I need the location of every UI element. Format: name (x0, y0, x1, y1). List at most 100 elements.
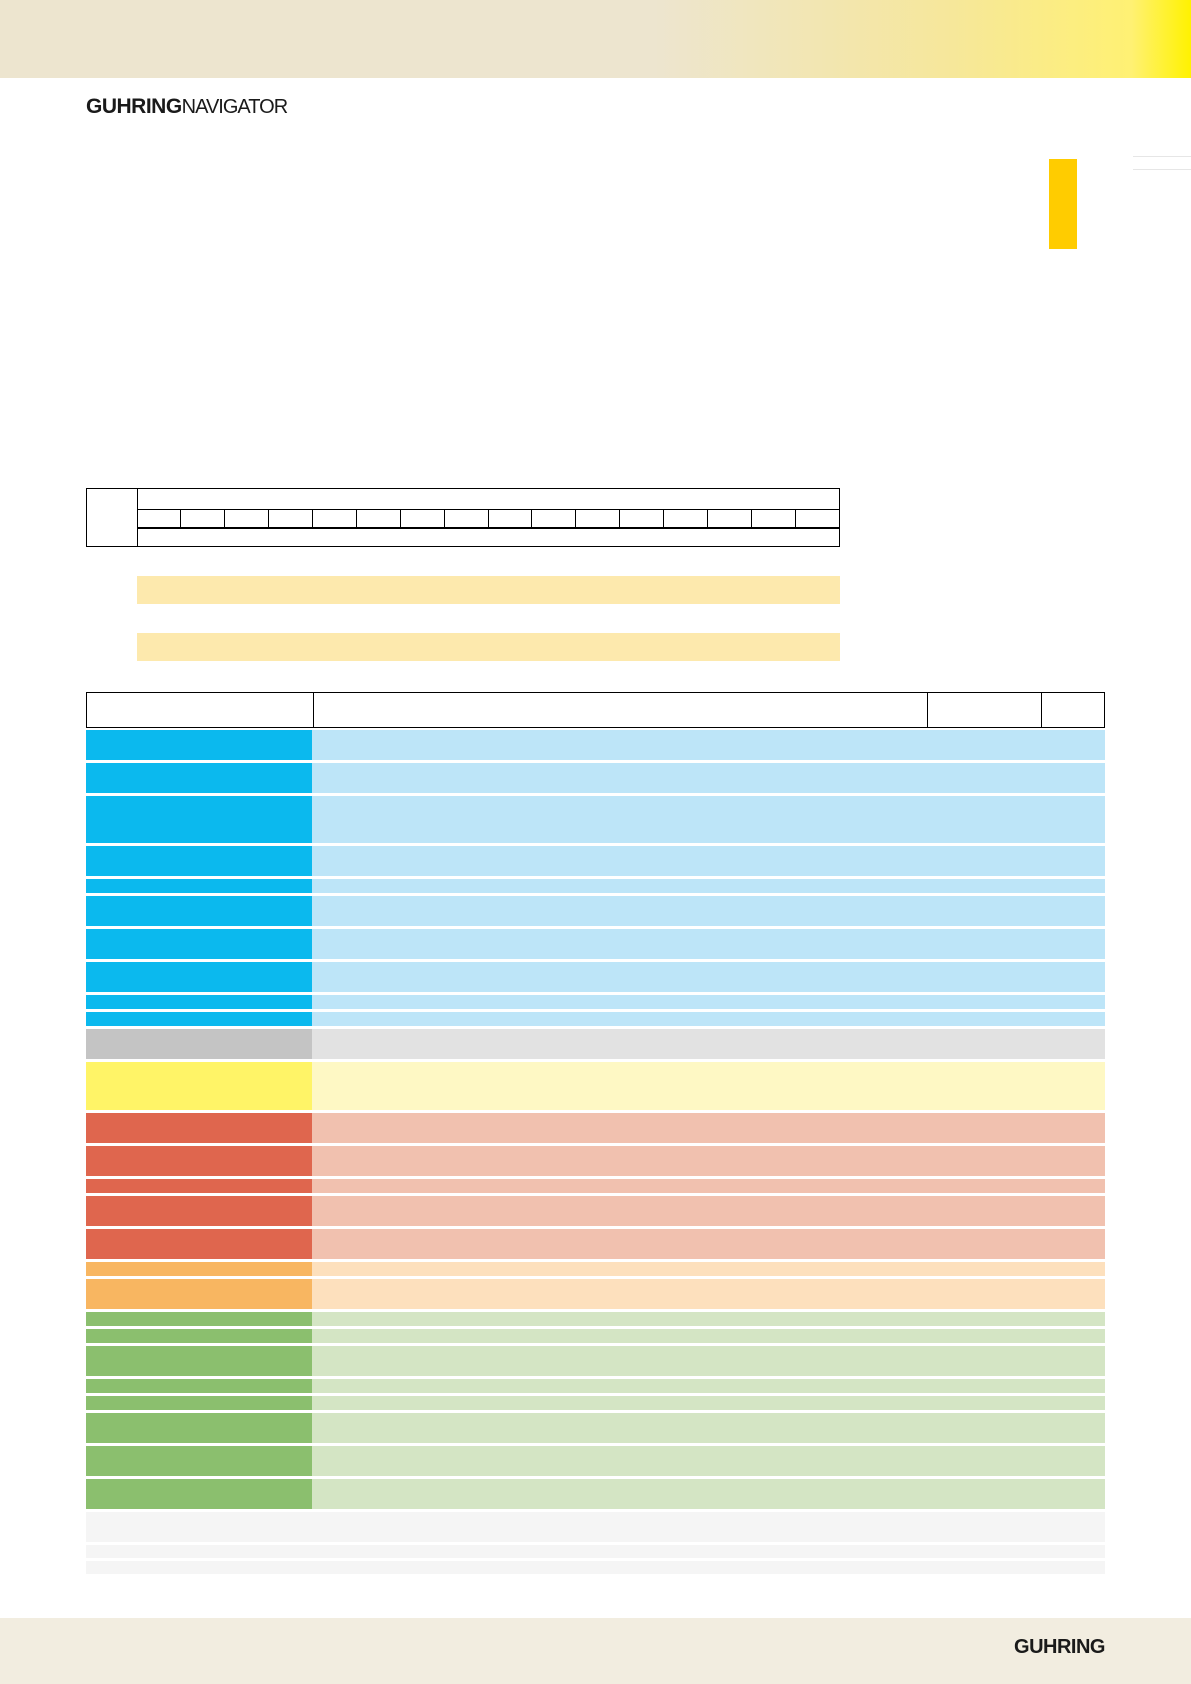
row-key (86, 1545, 312, 1558)
row-value (312, 846, 1105, 876)
row-value (312, 763, 1105, 793)
row-value (312, 995, 1105, 1009)
material-table (86, 730, 1105, 1577)
table-row (86, 1229, 1105, 1259)
table-row (86, 1113, 1105, 1143)
grid-title-row (137, 489, 839, 510)
row-key (86, 1146, 312, 1176)
row-value (312, 1329, 1105, 1343)
grid-cell (752, 509, 797, 527)
row-value (312, 1446, 1105, 1476)
table-row (86, 846, 1105, 876)
row-value (312, 1196, 1105, 1226)
header-cell-description (313, 693, 928, 727)
row-key (86, 730, 312, 760)
grid-cell (137, 509, 181, 527)
row-key (86, 796, 312, 843)
row-key (86, 846, 312, 876)
grid-cell (532, 509, 577, 527)
side-decoration (1133, 156, 1191, 184)
grid-column-row (137, 509, 839, 529)
table-row (86, 896, 1105, 926)
table-row (86, 995, 1105, 1009)
row-key (86, 1113, 312, 1143)
grid-footer-row (137, 529, 839, 546)
row-key (86, 1512, 312, 1542)
row-value (312, 1413, 1105, 1443)
row-key (86, 763, 312, 793)
grid-cell (445, 509, 489, 527)
table-row (86, 1179, 1105, 1193)
grid-cell (401, 509, 445, 527)
table-row (86, 962, 1105, 992)
row-value (312, 1479, 1105, 1509)
row-value (312, 962, 1105, 992)
table-row (86, 929, 1105, 959)
grid-label-cell (87, 489, 138, 546)
section-tab-marker (1049, 159, 1077, 249)
highlight-bar-2 (137, 633, 840, 661)
grid-cell (489, 509, 533, 527)
table-row (86, 879, 1105, 893)
row-value (312, 1012, 1105, 1026)
row-key (86, 929, 312, 959)
row-value (312, 1545, 1105, 1558)
row-value (312, 1512, 1105, 1542)
row-key (86, 995, 312, 1009)
table-row (86, 1146, 1105, 1176)
row-key (86, 1396, 312, 1410)
row-key (86, 1029, 312, 1059)
row-key (86, 1479, 312, 1509)
row-value (312, 1113, 1105, 1143)
table-row (86, 1279, 1105, 1309)
row-value (312, 1029, 1105, 1059)
row-value (312, 896, 1105, 926)
highlight-bar-1 (137, 576, 840, 604)
row-value (312, 1561, 1105, 1574)
grid-cell (225, 509, 269, 527)
row-value (312, 1179, 1105, 1193)
grid-cell (357, 509, 401, 527)
row-value (312, 1146, 1105, 1176)
table-row (86, 1512, 1105, 1542)
row-key (86, 1413, 312, 1443)
table-row (86, 1545, 1105, 1558)
grid-cell (796, 509, 839, 527)
row-key (86, 1179, 312, 1193)
row-key (86, 1012, 312, 1026)
row-key (86, 1229, 312, 1259)
grid-cell (576, 509, 621, 527)
header-cell-material (87, 693, 314, 727)
table-row (86, 1012, 1105, 1026)
row-value (312, 1279, 1105, 1309)
row-key (86, 1446, 312, 1476)
header-cell-code (927, 693, 1042, 727)
row-key (86, 1329, 312, 1343)
row-value (312, 879, 1105, 893)
row-value (312, 1312, 1105, 1326)
row-key (86, 1346, 312, 1376)
logo-brand: GUHRING (86, 95, 182, 118)
table-row (86, 1413, 1105, 1443)
row-key (86, 1196, 312, 1226)
row-value (312, 929, 1105, 959)
row-value (312, 1262, 1105, 1276)
row-value (312, 1229, 1105, 1259)
row-value (312, 730, 1105, 760)
grid-cell (313, 509, 357, 527)
table-row (86, 1346, 1105, 1376)
row-key (86, 1379, 312, 1393)
row-key (86, 1062, 312, 1110)
row-value (312, 796, 1105, 843)
table-row (86, 1479, 1105, 1509)
grid-cell (181, 509, 225, 527)
table-row (86, 763, 1105, 793)
grid-cell (708, 509, 753, 527)
row-key (86, 896, 312, 926)
grid-cell (269, 509, 313, 527)
table-row (86, 1312, 1105, 1326)
top-banner (0, 0, 1191, 78)
footer-logo: GUHRING (1014, 1636, 1105, 1658)
row-value (312, 1379, 1105, 1393)
page-footer (0, 1618, 1191, 1684)
